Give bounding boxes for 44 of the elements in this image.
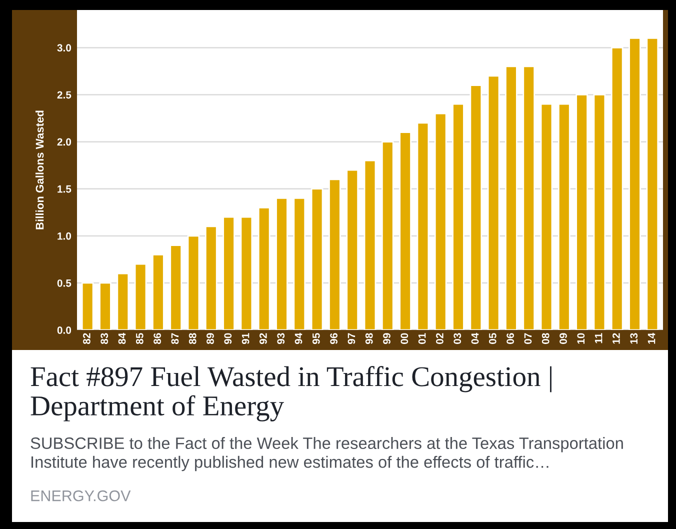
x-tick-label: 99 — [383, 333, 390, 344]
x-tick-label: 84 — [118, 332, 126, 344]
y-tick-label: 1.0 — [58, 232, 72, 240]
y-axis-title: Billion Gallons Wasted — [35, 110, 44, 230]
x-tick-label: 88 — [188, 333, 196, 344]
x-tick-label: 04 — [471, 332, 479, 344]
y-tick-label: 2.0 — [57, 138, 72, 146]
x-tick-label: 86 — [154, 333, 161, 344]
x-tick-label: 98 — [365, 333, 373, 344]
x-tick-label: 11 — [594, 333, 602, 344]
y-tick-label: 0.5 — [57, 279, 72, 287]
x-tick-label: 00 — [400, 333, 408, 344]
x-tick-label: 08 — [542, 333, 550, 344]
text: SUBSCRIBE to the Fact of the Week The researchers at the Texas Transportation Institute have recently published new estimates of the effects of traffic… — [30, 437, 623, 472]
x-tick-label: 83 — [100, 333, 108, 344]
x-tick-label: 14 — [648, 332, 656, 344]
y-tick-label: 0.0 — [57, 326, 72, 334]
x-tick-label: 94 — [294, 332, 302, 344]
x-tick-label: 97 — [348, 333, 356, 344]
x-tick-label: 01 — [418, 333, 426, 344]
x-tick-label: 06 — [506, 333, 514, 344]
x-tick-label: 07 — [524, 333, 532, 344]
x-tick-label: 87 — [171, 333, 179, 344]
x-tick-label: 89 — [206, 333, 214, 344]
x-tick-label: 96 — [330, 333, 338, 344]
y-tick-label: 3.0 — [57, 44, 72, 52]
y-tick-label: 1.5 — [58, 185, 72, 193]
x-tick-label: 92 — [260, 333, 267, 344]
x-tick-label: 13 — [630, 333, 638, 344]
text: ENERGY.GOV — [31, 490, 131, 502]
x-tick-label: 82 — [83, 333, 90, 344]
x-tick-label: 95 — [312, 333, 320, 344]
x-tick-label: 03 — [454, 333, 462, 344]
x-tick-label: 91 — [242, 333, 250, 344]
x-tick-label: 90 — [224, 333, 232, 344]
x-tick-label: 05 — [488, 333, 496, 344]
x-tick-label: 02 — [436, 333, 444, 344]
x-tick-label: 93 — [277, 333, 285, 344]
x-tick-label: 85 — [136, 333, 144, 344]
text: Fact #897 Fuel Wasted in Traffic Congestion | Department of Energy — [30, 366, 552, 422]
x-tick-label: 12 — [612, 333, 620, 344]
y-tick-label: 2.5 — [57, 91, 72, 99]
x-tick-label: 09 — [560, 333, 567, 344]
x-tick-label: 10 — [577, 333, 585, 344]
